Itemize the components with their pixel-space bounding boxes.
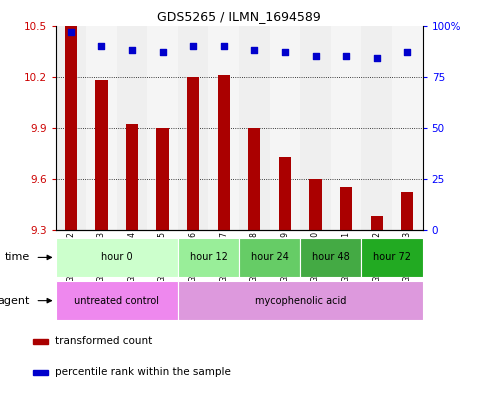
Bar — [178, 238, 239, 277]
Point — [220, 43, 227, 49]
Point — [189, 43, 197, 49]
Bar — [209, 26, 239, 230]
Bar — [56, 281, 178, 320]
Text: hour 24: hour 24 — [251, 252, 289, 263]
Text: percentile rank within the sample: percentile rank within the sample — [55, 367, 230, 377]
Bar — [392, 26, 423, 230]
Bar — [117, 26, 147, 230]
Title: GDS5265 / ILMN_1694589: GDS5265 / ILMN_1694589 — [157, 10, 321, 23]
Bar — [239, 26, 270, 230]
Bar — [361, 238, 423, 277]
Text: hour 72: hour 72 — [373, 252, 411, 263]
Point — [403, 49, 411, 55]
Bar — [300, 26, 331, 230]
Bar — [239, 238, 300, 277]
Bar — [147, 26, 178, 230]
Bar — [300, 238, 361, 277]
Bar — [340, 187, 352, 230]
Bar — [401, 193, 413, 230]
Bar — [331, 26, 361, 230]
Bar — [187, 77, 199, 230]
Bar — [56, 26, 86, 230]
Point — [251, 47, 258, 53]
Text: mycophenolic acid: mycophenolic acid — [255, 296, 346, 306]
Bar — [56, 238, 178, 277]
Bar — [95, 80, 108, 230]
Text: hour 48: hour 48 — [312, 252, 350, 263]
Bar — [178, 26, 209, 230]
Bar — [370, 216, 383, 230]
Bar — [270, 26, 300, 230]
Text: time: time — [5, 252, 30, 263]
Text: hour 0: hour 0 — [101, 252, 132, 263]
Bar — [126, 124, 138, 230]
Point — [281, 49, 289, 55]
Bar — [218, 75, 230, 230]
Point — [312, 53, 319, 59]
Point — [67, 29, 75, 35]
Point — [373, 55, 381, 61]
Text: agent: agent — [0, 296, 30, 306]
Point — [342, 53, 350, 59]
Bar — [65, 26, 77, 230]
Bar — [33, 339, 48, 343]
Text: hour 12: hour 12 — [189, 252, 227, 263]
Text: transformed count: transformed count — [55, 336, 152, 346]
Bar — [86, 26, 117, 230]
Point — [128, 47, 136, 53]
Point — [98, 43, 105, 49]
Point — [159, 49, 167, 55]
Bar — [361, 26, 392, 230]
Text: untreated control: untreated control — [74, 296, 159, 306]
Bar — [248, 128, 260, 230]
Bar — [310, 179, 322, 230]
Bar — [279, 157, 291, 230]
Bar — [178, 281, 423, 320]
Bar — [33, 370, 48, 375]
Bar — [156, 128, 169, 230]
